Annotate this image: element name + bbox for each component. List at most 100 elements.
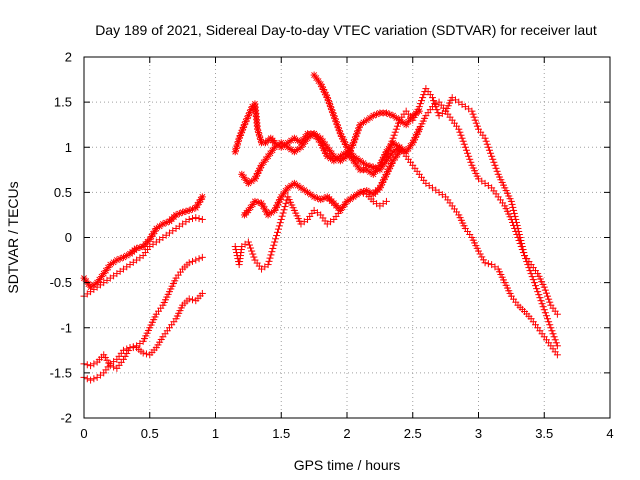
data-point <box>462 146 470 154</box>
data-point <box>521 252 529 260</box>
data-point <box>198 289 206 297</box>
data-point <box>185 215 193 223</box>
data-point <box>460 140 468 148</box>
data-point <box>523 258 531 266</box>
data-point <box>294 146 302 154</box>
data-point <box>484 143 492 151</box>
y-tick-label: -0.5 <box>50 275 72 290</box>
data-point <box>516 240 524 248</box>
data-point <box>392 114 400 122</box>
data-point <box>185 259 193 267</box>
data-point <box>359 189 367 197</box>
data-point <box>384 149 392 157</box>
data-point <box>393 122 401 130</box>
data-point <box>271 238 279 246</box>
data-point <box>470 113 478 121</box>
data-point <box>282 199 290 207</box>
data-point <box>471 116 479 124</box>
data-point <box>317 139 325 147</box>
data-point <box>540 306 548 314</box>
x-tick-label: 3 <box>475 426 482 441</box>
data-point <box>382 152 390 160</box>
data-point <box>550 333 558 341</box>
series-track-d-low <box>231 188 390 273</box>
data-point <box>478 253 486 261</box>
data-point <box>356 157 364 165</box>
data-point <box>542 289 550 297</box>
data-point <box>466 155 474 163</box>
series-track-f-descent <box>396 143 561 359</box>
data-point <box>385 146 393 154</box>
data-point <box>465 152 473 160</box>
data-point <box>552 339 560 347</box>
data-point <box>472 119 480 127</box>
data-point <box>271 143 279 151</box>
data-point <box>536 294 544 302</box>
data-point <box>524 261 532 269</box>
data-point <box>488 152 496 160</box>
data-point <box>459 137 467 145</box>
data-point <box>123 345 131 353</box>
data-point <box>517 243 525 251</box>
data-point <box>270 241 278 249</box>
x-tick-label: 2.5 <box>404 426 422 441</box>
data-point <box>530 279 538 287</box>
data-point <box>469 110 477 118</box>
series-track-g-lower <box>415 98 561 350</box>
data-point <box>188 215 196 223</box>
y-tick-label: -1.5 <box>50 365 72 380</box>
data-point <box>391 128 399 136</box>
data-point <box>508 200 516 208</box>
data-point <box>493 167 501 175</box>
data-point <box>273 228 281 236</box>
data-point <box>540 283 548 291</box>
data-point <box>479 256 487 264</box>
data-point <box>378 163 386 171</box>
y-tick-label: 1.5 <box>54 95 72 110</box>
data-point <box>395 119 403 127</box>
data-point <box>248 247 256 255</box>
data-point <box>83 361 91 369</box>
data-point <box>258 199 266 207</box>
data-point <box>551 336 559 344</box>
data-point <box>507 197 515 205</box>
data-point <box>275 222 283 230</box>
data-point <box>192 214 200 222</box>
data-point <box>188 296 196 304</box>
data-point <box>527 270 535 278</box>
data-point <box>264 261 272 269</box>
data-point <box>268 248 276 256</box>
y-tick-label: -2 <box>60 411 72 426</box>
series-track-b-lower <box>80 289 206 384</box>
x-axis-title: GPS time / hours <box>294 457 401 473</box>
data-point <box>247 244 255 252</box>
data-point <box>535 291 543 299</box>
data-point <box>323 152 331 160</box>
data-point <box>119 346 127 354</box>
data-point <box>389 112 397 120</box>
data-point <box>188 257 196 265</box>
data-point <box>456 128 464 136</box>
data-point <box>272 235 280 243</box>
data-point <box>121 352 129 360</box>
data-point <box>457 131 465 139</box>
data-point <box>267 251 275 259</box>
x-tick-label: 0.5 <box>141 426 159 441</box>
data-point <box>195 215 203 223</box>
data-point <box>198 193 206 201</box>
data-point <box>489 155 497 163</box>
data-point <box>468 107 476 115</box>
data-point <box>280 206 288 214</box>
data-point <box>485 146 493 154</box>
data-point <box>340 150 348 158</box>
data-point <box>484 260 492 268</box>
data-point <box>539 303 547 311</box>
data-point <box>300 186 308 194</box>
series-track-e-peak <box>310 71 404 174</box>
data-point <box>515 237 523 245</box>
data-point <box>434 109 442 117</box>
data-point <box>458 134 466 142</box>
data-point <box>267 209 275 217</box>
data-point <box>482 137 490 145</box>
